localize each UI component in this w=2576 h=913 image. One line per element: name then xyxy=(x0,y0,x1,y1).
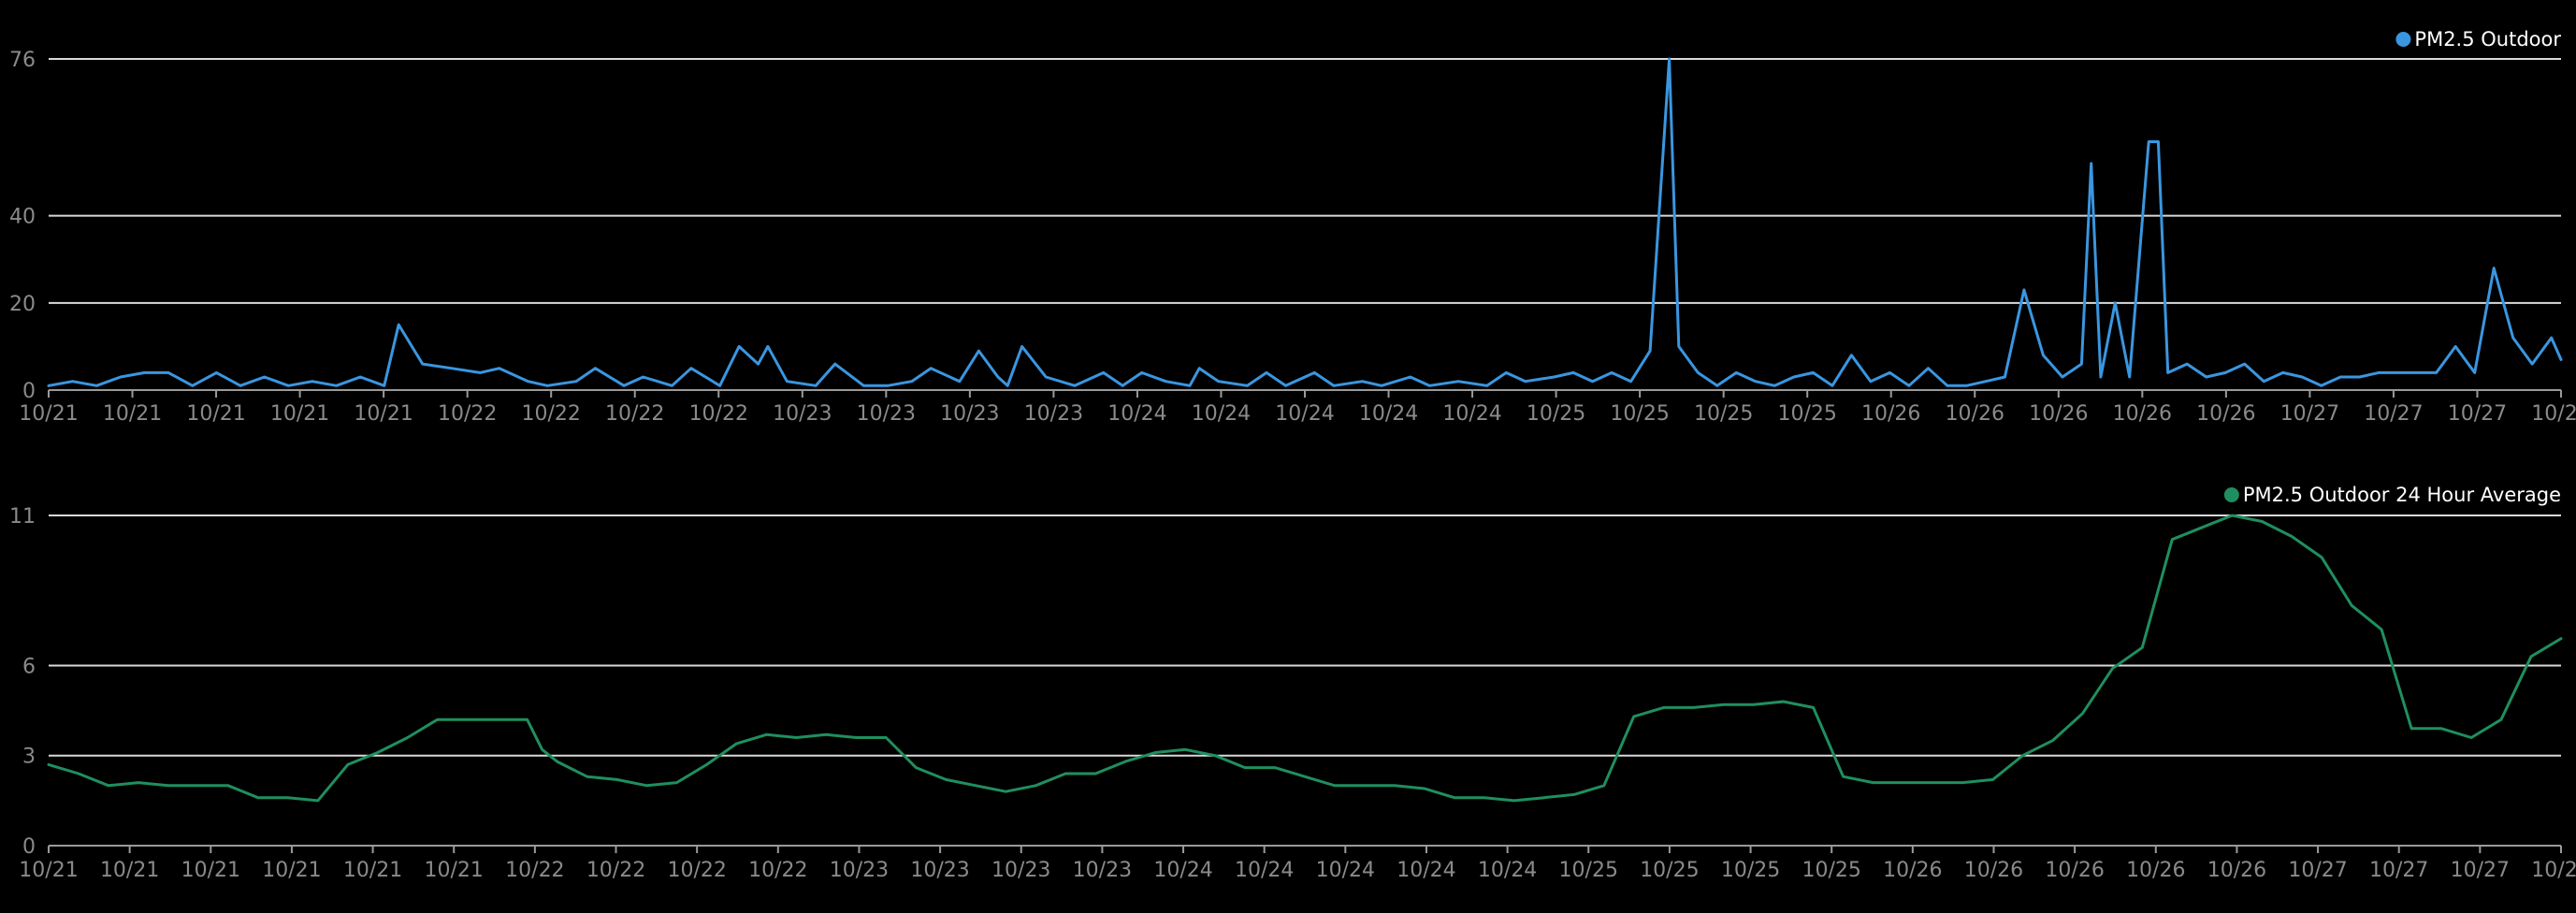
x-tick-label: 10/21 xyxy=(103,402,162,426)
x-tick-label: 10/27 xyxy=(2531,402,2576,426)
x-tick-label: 10/27 xyxy=(2369,859,2428,882)
y-tick-label: 6 xyxy=(22,655,36,678)
x-tick-label: 10/21 xyxy=(262,859,321,882)
x-tick-label: 10/23 xyxy=(991,859,1050,882)
y-tick-label: 3 xyxy=(22,746,36,769)
x-tick-label: 10/27 xyxy=(2451,859,2510,882)
x-tick-label: 10/21 xyxy=(354,402,412,426)
x-tick-label: 10/26 xyxy=(2207,859,2266,882)
x-tick-label: 10/26 xyxy=(1883,859,1942,882)
x-tick-label: 10/23 xyxy=(830,859,889,882)
y-tick-label: 11 xyxy=(9,505,36,529)
x-tick-label: 10/24 xyxy=(1359,402,1418,426)
y-tick-label: 0 xyxy=(22,835,36,859)
legend-label: PM2.5 Outdoor xyxy=(2414,28,2561,51)
legend-label: PM2.5 Outdoor 24 Hour Average xyxy=(2243,484,2561,506)
x-tick-label: 10/21 xyxy=(425,859,484,882)
y-tick-label: 40 xyxy=(9,206,36,229)
x-tick-label: 10/21 xyxy=(343,859,402,882)
x-tick-label: 10/21 xyxy=(100,859,159,882)
x-tick-label: 10/21 xyxy=(181,859,240,882)
x-tick-label: 10/23 xyxy=(857,402,916,426)
x-tick-label: 10/24 xyxy=(1442,402,1501,426)
y-tick-label: 0 xyxy=(22,380,36,403)
pm25-outdoor-chart: 0 20 40 76 10/21 10/21 10/21 10/21 10/21 10/22 10/… xyxy=(9,28,2576,426)
x-tick-label: 10/27 xyxy=(2288,859,2347,882)
x-tick-label: 10/22 xyxy=(438,402,497,426)
legend-swatch xyxy=(2395,32,2411,47)
x-tick-label: 10/23 xyxy=(940,402,999,426)
x-tick-label: 10/22 xyxy=(605,402,664,426)
x-tick-label: 10/26 xyxy=(2029,402,2088,426)
x-tick-label: 10/24 xyxy=(1153,859,1212,882)
legend-swatch xyxy=(2223,487,2239,502)
x-tick-label: 10/24 xyxy=(1192,402,1251,426)
x-tick-label: 10/26 xyxy=(1861,402,1920,426)
x-tick-label: 10/24 xyxy=(1235,859,1294,882)
x-tick-label: 10/23 xyxy=(1024,402,1083,426)
x-tick-label: 10/22 xyxy=(689,402,748,426)
x-tick-label: 10/26 xyxy=(2126,859,2185,882)
x-tick-label: 10/24 xyxy=(1275,402,1334,426)
x-tick-label: 10/26 xyxy=(1964,859,2023,882)
x-tick-label: 10/26 xyxy=(2045,859,2104,882)
series-line xyxy=(47,514,2563,803)
x-tick-label: 10/26 xyxy=(1946,402,2004,426)
x-tick-label: 10/25 xyxy=(1777,402,1836,426)
x-tick-label: 10/23 xyxy=(910,859,969,882)
y-tick-label: 76 xyxy=(9,49,36,72)
series-line xyxy=(47,57,2563,387)
x-tick-label: 10/21 xyxy=(19,859,78,882)
x-tick-label: 10/25 xyxy=(1802,859,1860,882)
x-tick-label: 10/25 xyxy=(1694,402,1753,426)
x-tick-label: 10/23 xyxy=(773,402,832,426)
x-tick-label: 10/27 xyxy=(2448,402,2507,426)
x-tick-label: 10/22 xyxy=(667,859,726,882)
x-tick-label: 10/24 xyxy=(1397,859,1455,882)
x-tick-label: 10/23 xyxy=(1073,859,1132,882)
x-tick-label: 10/22 xyxy=(748,859,807,882)
x-tick-label: 10/21 xyxy=(186,402,245,426)
x-tick-label: 10/25 xyxy=(1527,402,1585,426)
x-tick-label: 10/25 xyxy=(1640,859,1699,882)
x-tick-label: 10/27 xyxy=(2531,859,2576,882)
x-tick-label: 10/22 xyxy=(521,402,580,426)
x-tick-label: 10/24 xyxy=(1478,859,1537,882)
y-tick-label: 20 xyxy=(9,293,36,316)
x-tick-label: 10/25 xyxy=(1610,402,1669,426)
x-tick-label: 10/25 xyxy=(1721,859,1780,882)
x-tick-label: 10/26 xyxy=(2196,402,2255,426)
x-tick-label: 10/27 xyxy=(2364,402,2423,426)
x-tick-label: 10/24 xyxy=(1107,402,1166,426)
x-tick-label: 10/21 xyxy=(270,402,329,426)
x-tick-label: 10/22 xyxy=(586,859,645,882)
x-tick-label: 10/27 xyxy=(2280,402,2339,426)
x-tick-label: 10/24 xyxy=(1316,859,1375,882)
pm25-24h-average-chart: 0 3 6 11 10/21 10/21 10/21 10/21 10/21 10/21 10/22… xyxy=(9,484,2576,882)
x-tick-label: 10/26 xyxy=(2113,402,2172,426)
x-tick-label: 10/25 xyxy=(1559,859,1618,882)
x-tick-label: 10/22 xyxy=(505,859,564,882)
x-tick-label: 10/21 xyxy=(19,402,78,426)
